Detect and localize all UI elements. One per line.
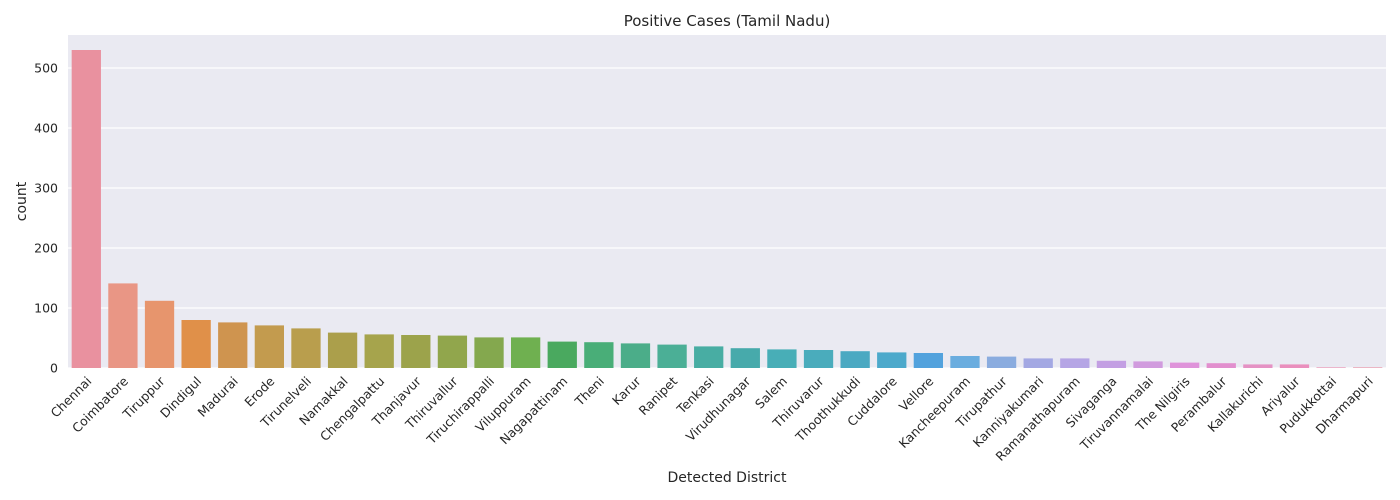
y-tick-label: 200 bbox=[34, 241, 58, 256]
x-tick-label: Madurai bbox=[195, 374, 241, 420]
bar-nagapattinam bbox=[547, 341, 577, 368]
bar-perambalur bbox=[1206, 363, 1236, 368]
x-tick-label: Virudhunagar bbox=[683, 373, 754, 444]
bar-dharmapuri bbox=[1353, 367, 1383, 368]
plot-background bbox=[68, 35, 1386, 368]
bar-chennai bbox=[71, 50, 101, 368]
bar-karur bbox=[620, 343, 651, 368]
bar-vellore bbox=[913, 353, 944, 368]
bar-cuddalore bbox=[877, 352, 907, 368]
bar-tirunelveli bbox=[291, 328, 321, 368]
x-tick-label: Karur bbox=[609, 373, 644, 408]
bar-kanniyakumari bbox=[1023, 358, 1053, 368]
y-tick-label: 100 bbox=[34, 301, 58, 316]
bar-the-nilgiris bbox=[1169, 362, 1200, 368]
bar-ramanathapuram bbox=[1060, 358, 1090, 368]
bar-namakkal bbox=[327, 332, 358, 368]
x-tick-labels: ChennaiCoimbatoreTiruppurDindigulMadurai… bbox=[48, 373, 1376, 464]
bar-theni bbox=[584, 342, 614, 368]
bar-virudhunagar bbox=[730, 348, 760, 368]
bar-thanjavur bbox=[401, 335, 431, 368]
bar-dindigul bbox=[181, 320, 211, 368]
x-tick-label: Theni bbox=[571, 374, 607, 410]
bar-chengalpattu bbox=[364, 334, 394, 368]
bar-pudukkottai bbox=[1316, 367, 1346, 368]
bar-tiruvannamalai bbox=[1133, 361, 1163, 368]
bar-thiruvarur bbox=[803, 350, 834, 368]
bar-salem bbox=[767, 349, 797, 368]
bar-tiruchirappalli bbox=[474, 337, 504, 368]
y-tick-label: 300 bbox=[34, 181, 58, 196]
x-axis-label: Detected District bbox=[668, 470, 787, 486]
gridlines bbox=[68, 67, 1386, 369]
bar-thoothukkudi bbox=[840, 351, 870, 368]
bar-erode bbox=[254, 325, 285, 368]
bar-ariyalur bbox=[1279, 364, 1310, 368]
y-tick-label: 400 bbox=[34, 121, 58, 136]
bar-kancheepuram bbox=[950, 356, 980, 368]
y-tick-label: 0 bbox=[50, 361, 58, 376]
bar-sivaganga bbox=[1096, 360, 1127, 368]
y-axis-label: count bbox=[14, 181, 30, 221]
bar-ranipet bbox=[657, 344, 687, 368]
bar-tenkasi bbox=[694, 346, 724, 368]
x-tick-label: Dindigul bbox=[157, 374, 204, 421]
x-tick-label: Nagapattinam bbox=[497, 374, 571, 448]
x-tick-label: Ranipet bbox=[636, 373, 681, 418]
bar-viluppuram bbox=[510, 337, 541, 368]
bar-madurai bbox=[218, 322, 248, 368]
y-tick-labels: 0 100 200 300 400 500 bbox=[34, 61, 58, 376]
bar-coimbatore bbox=[108, 283, 138, 368]
bar-kallakurichi bbox=[1243, 364, 1273, 368]
bars bbox=[71, 50, 1383, 368]
bar-tiruppur bbox=[144, 300, 175, 368]
bar-tirupathur bbox=[986, 356, 1017, 368]
y-tick-label: 500 bbox=[34, 61, 58, 76]
chart-title: Positive Cases (Tamil Nadu) bbox=[624, 12, 831, 30]
bar-thiruvallur bbox=[437, 335, 468, 368]
